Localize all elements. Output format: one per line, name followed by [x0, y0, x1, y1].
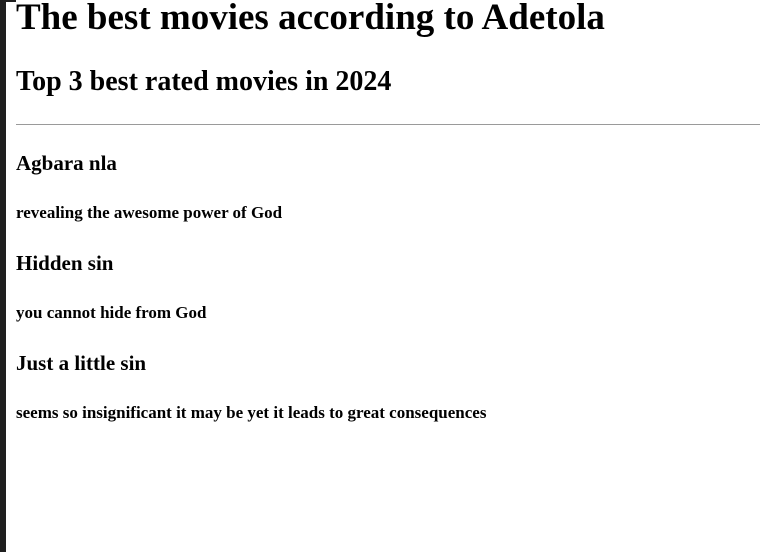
- movie-list: Agbara nla revealing the awesome power o…: [16, 151, 760, 423]
- movie-item: Just a little sin seems so insignificant…: [16, 351, 760, 423]
- page-content: The best movies according to Adetola Top…: [16, 0, 760, 423]
- movie-title: Agbara nla: [16, 151, 117, 175]
- movie-title: Just a little sin: [16, 351, 147, 375]
- movie-description: seems so insignificant it may be yet it …: [16, 403, 487, 422]
- window-edge-top: [0, 0, 16, 31]
- page-subtitle: Top 3 best rated movies in 2024: [16, 66, 392, 97]
- movie-description: revealing the awesome power of God: [16, 203, 283, 222]
- movie-item: Hidden sin you cannot hide from God: [16, 251, 760, 323]
- movie-title: Hidden sin: [16, 251, 114, 275]
- movie-item: Agbara nla revealing the awesome power o…: [16, 151, 760, 223]
- movie-description: you cannot hide from God: [16, 303, 207, 322]
- page-title: The best movies according to Adetola: [16, 0, 605, 38]
- window-edge-bar: [0, 0, 6, 552]
- divider: [16, 124, 760, 125]
